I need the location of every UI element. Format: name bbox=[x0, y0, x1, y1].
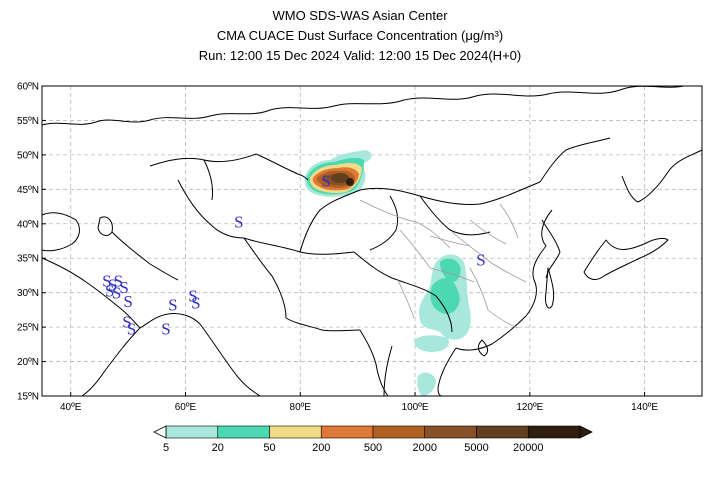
colorbar-segment bbox=[424, 425, 477, 439]
lon-tick-label: 80ºE bbox=[290, 402, 312, 413]
lon-tick-label: 60ºE bbox=[175, 402, 197, 413]
dust-plume-taklimakan bbox=[304, 150, 372, 197]
run-valid-time: Run: 12:00 15 Dec 2024 Valid: 12:00 15 D… bbox=[198, 48, 522, 63]
lat-tick-label: 25ºN bbox=[17, 323, 39, 334]
colorbar bbox=[153, 425, 593, 439]
colorbar-label: 20000 bbox=[512, 442, 544, 454]
lat-tick-label: 40ºN bbox=[17, 219, 39, 230]
colorbar-label: 500 bbox=[363, 442, 383, 454]
lat-tick-label: 35ºN bbox=[17, 254, 39, 265]
colorbar-segment bbox=[165, 425, 219, 439]
dust-marker: S bbox=[114, 271, 123, 290]
lon-tick-label: 140ºE bbox=[631, 402, 658, 413]
map-background bbox=[42, 86, 702, 396]
lat-tick-label: 50ºN bbox=[17, 150, 39, 161]
dust-marker: S bbox=[191, 293, 200, 312]
lat-tick-label: 30ºN bbox=[17, 288, 39, 299]
map-subtitle: CMA CUACE Dust Surface Concentration (μg… bbox=[216, 28, 504, 43]
colorbar-high-arrow bbox=[579, 425, 593, 439]
colorbar-label: 200 bbox=[312, 442, 331, 454]
map-frame bbox=[41, 85, 703, 397]
dust-marker: S bbox=[161, 319, 170, 338]
colorbar-label: 50 bbox=[263, 442, 276, 454]
colorbar-low-arrow bbox=[153, 425, 167, 439]
lon-tick-label: 100ºE bbox=[402, 402, 429, 413]
dust-marker: S bbox=[119, 278, 128, 297]
dust-marker: S bbox=[188, 286, 197, 305]
coastlines-borders bbox=[41, 85, 703, 397]
colorbar-segment bbox=[476, 425, 529, 439]
lat-tick-label: 20ºN bbox=[17, 357, 39, 368]
colorbar-segment bbox=[372, 425, 426, 439]
colorbar-segment bbox=[269, 425, 322, 439]
dust-marker: S bbox=[321, 171, 330, 190]
lon-tick-label: 40ºE bbox=[60, 402, 82, 413]
graticule bbox=[42, 86, 702, 396]
dust-marker: S bbox=[122, 313, 131, 332]
dust-marker: S bbox=[476, 251, 485, 270]
map-title: WMO SDS-WAS Asian Center bbox=[272, 8, 448, 23]
colorbar-segment bbox=[217, 425, 270, 439]
dust-marker: S bbox=[123, 292, 132, 311]
colorbar-label: 5000 bbox=[464, 442, 489, 454]
colorbar-segment bbox=[320, 425, 374, 439]
dust-marker: S bbox=[112, 284, 121, 303]
dust-marker: S bbox=[234, 213, 243, 232]
lat-tick-label: 45ºN bbox=[17, 185, 39, 196]
dust-marker: S bbox=[168, 295, 177, 314]
province-borders bbox=[359, 199, 527, 329]
lon-tick-label: 120ºE bbox=[516, 402, 543, 413]
dust-marker: S bbox=[105, 282, 114, 301]
lat-tick-label: 60ºN bbox=[17, 82, 39, 93]
colorbar-label: 2000 bbox=[412, 442, 437, 454]
colorbar-segment bbox=[527, 425, 581, 439]
colorbar-label: 5 bbox=[162, 442, 170, 454]
colorbar-label: 20 bbox=[211, 442, 224, 454]
dust-marker: S bbox=[108, 275, 117, 294]
dust-marker: S bbox=[127, 319, 136, 338]
dust-marker: S bbox=[102, 271, 111, 290]
lat-tick-label: 15ºN bbox=[17, 392, 39, 403]
lat-tick-label: 55ºN bbox=[17, 116, 39, 127]
axis-ticks: 60ºN 55ºN 50ºN 45ºN 40ºN 35ºN 30ºN 25ºN 20ºN 15ºN… bbox=[17, 82, 658, 414]
